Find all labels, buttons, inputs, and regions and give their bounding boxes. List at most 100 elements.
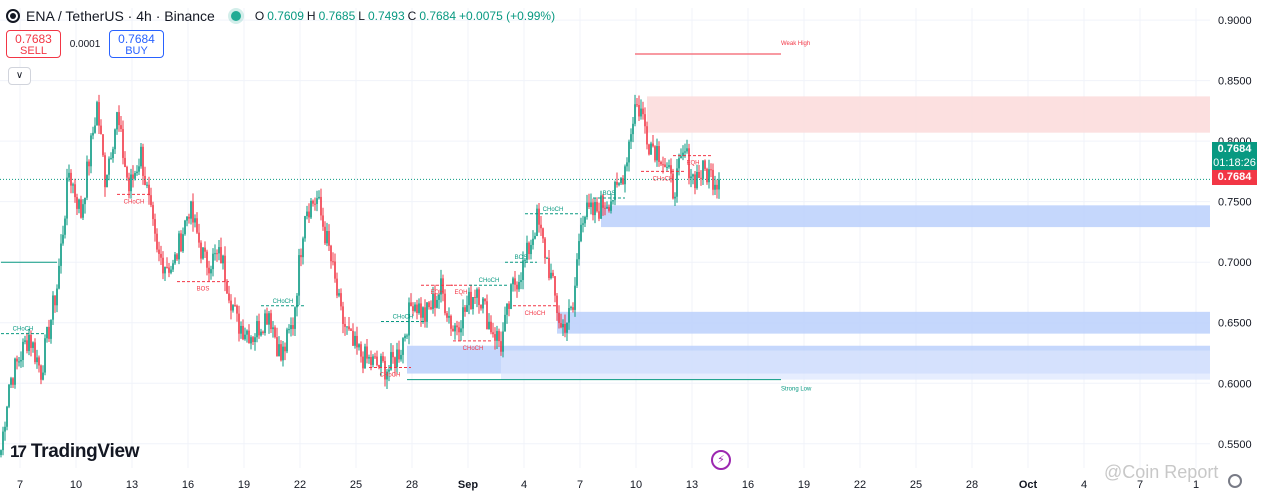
candle-body: [648, 144, 650, 155]
candle-body: [276, 337, 278, 357]
candle-body: [390, 352, 392, 370]
candle-body: [658, 146, 660, 162]
candle-body: [312, 200, 314, 204]
candle-body: [2, 431, 4, 451]
candle-body: [688, 148, 690, 179]
candle-body: [6, 406, 8, 427]
candle-body: [240, 325, 242, 334]
candle-body: [462, 307, 464, 329]
candle-body: [364, 346, 366, 369]
logo-text: TradingView: [30, 441, 140, 462]
candle-body: [606, 207, 608, 209]
candle-body: [498, 331, 500, 342]
candle-body: [354, 335, 356, 346]
candle-body: [260, 331, 262, 336]
y-tick-label: 0.5500: [1218, 439, 1252, 451]
candle-body: [210, 269, 212, 274]
candle-body: [406, 335, 408, 337]
candle-body: [402, 338, 404, 355]
candle-body: [200, 242, 202, 259]
sell-button[interactable]: 0.7683 SELL: [6, 30, 61, 58]
candle-body: [194, 218, 196, 223]
candle-body: [334, 261, 336, 279]
candle-body: [72, 184, 74, 186]
candle-body: [182, 234, 184, 252]
candle-body: [694, 174, 696, 189]
candle-body: [646, 126, 648, 145]
candle-body: [176, 254, 178, 260]
candle-body: [574, 285, 576, 310]
candle-body: [506, 303, 508, 315]
candle-body: [136, 171, 138, 174]
buy-button[interactable]: 0.7684 BUY: [109, 30, 164, 58]
candle-body: [530, 244, 532, 255]
candle-body: [284, 346, 286, 352]
candle-body: [262, 331, 264, 334]
candle-body: [480, 304, 482, 309]
x-tick-label: 13: [686, 479, 698, 491]
candle-body: [230, 300, 232, 311]
candle-body: [430, 307, 432, 310]
candle-body: [300, 255, 302, 258]
candle-body: [302, 238, 304, 258]
x-tick-label: Oct: [1019, 479, 1038, 491]
candle-body: [272, 327, 274, 330]
low-value: 0.7493: [367, 9, 405, 23]
candle-body: [80, 199, 82, 218]
tradingview-logo[interactable]: 17 TradingView: [10, 441, 140, 463]
candle-body: [666, 166, 668, 168]
candle-body: [400, 354, 402, 360]
candle-body: [664, 164, 666, 168]
candle-body: [422, 307, 424, 318]
candle-body: [476, 289, 478, 298]
candle-body: [38, 357, 40, 366]
chevron-down-icon[interactable]: ∨: [8, 67, 31, 85]
x-tick-label: 16: [742, 479, 754, 491]
candle-body: [70, 172, 72, 186]
candle-body: [486, 301, 488, 330]
watermark: @Coin Report: [1104, 462, 1219, 482]
candle-body: [12, 378, 14, 385]
candle-body: [128, 177, 130, 192]
candle-body: [368, 357, 370, 359]
candle-body: [676, 168, 678, 197]
symbol-logo-icon: [6, 9, 20, 23]
candle-body: [28, 334, 30, 351]
candle-body: [356, 335, 358, 348]
candle-body: [254, 337, 256, 343]
candle-body: [208, 267, 210, 274]
candle-body: [268, 313, 270, 325]
candle-body: [392, 352, 394, 358]
candle-body: [522, 260, 524, 281]
candle-body: [432, 293, 434, 310]
candle-body: [366, 346, 368, 359]
candle-body: [214, 253, 216, 255]
candle-body: [540, 224, 542, 229]
symbol-title[interactable]: ENA / TetherUS · 4h · Binance: [26, 8, 215, 24]
candle-body: [120, 125, 122, 130]
candle-body: [468, 291, 470, 306]
candle-body: [620, 178, 622, 184]
candle-body: [496, 331, 498, 341]
candle-body: [442, 278, 444, 294]
candle-body: [144, 175, 146, 186]
ohlc-values: O 0.7609 H 0.7685 L 0.7493 C 0.7684 +0.0075 …: [254, 9, 556, 23]
candle-body: [600, 195, 602, 219]
candle-body: [332, 261, 334, 263]
candle-body: [330, 245, 332, 262]
candle-body: [338, 293, 340, 296]
candle-body: [186, 216, 188, 221]
lightning-icon[interactable]: ⚡: [711, 450, 731, 470]
candle-body: [158, 249, 160, 254]
candle-body: [690, 176, 692, 179]
candle-body: [700, 177, 702, 179]
gear-icon[interactable]: [1228, 474, 1242, 488]
candle-body: [578, 241, 580, 260]
candle-body: [716, 184, 718, 190]
candle-body: [178, 233, 180, 260]
candle-body: [680, 156, 682, 159]
candle-body: [398, 349, 400, 360]
candle-body: [510, 284, 512, 309]
candle-body: [306, 211, 308, 217]
